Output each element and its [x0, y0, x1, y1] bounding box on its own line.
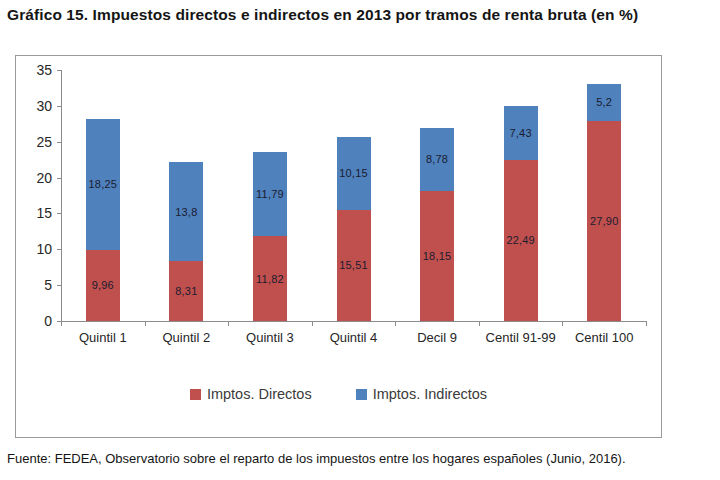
bar-value-label: 8,78: [420, 153, 454, 165]
x-axis-tick: [646, 322, 647, 326]
x-axis-category-label: Quintil 1: [65, 329, 141, 346]
y-axis-tick-label: 20: [16, 171, 52, 185]
x-axis-tick: [479, 322, 480, 326]
y-axis-tick-label: 35: [16, 63, 52, 77]
bar-segment-indirectos: 18,25: [86, 119, 120, 250]
bar-value-label: 22,49: [504, 234, 538, 246]
legend-label: Imptos. Indirectos: [373, 386, 487, 402]
bar-value-label: 27,90: [587, 215, 621, 227]
bar-segment-indirectos: 7,43: [504, 106, 538, 159]
bar-value-label: 8,31: [169, 285, 203, 297]
x-axis-tick: [145, 322, 146, 326]
bar-segment-directos: 27,90: [587, 121, 621, 321]
x-axis-category-label: Centil 100: [566, 329, 642, 346]
bar-segment-directos: 8,31: [169, 261, 203, 321]
bar-segment-directos: 9,96: [86, 250, 120, 321]
bar-segment-directos: 18,15: [420, 191, 454, 321]
y-axis-tick-label: 10: [16, 242, 52, 256]
bar-segment-indirectos: 13,8: [169, 162, 203, 261]
bar-value-label: 18,15: [420, 250, 454, 262]
legend-item-indirectos: Imptos. Indirectos: [356, 386, 487, 402]
legend-label: Imptos. Directos: [207, 386, 312, 402]
chart-title: Gráfico 15. Impuestos directos e indirec…: [7, 6, 715, 24]
bar-value-label: 15,51: [337, 259, 371, 271]
x-axis-tick: [61, 322, 62, 326]
bar-segment-indirectos: 8,78: [420, 128, 454, 191]
bar-value-label: 7,43: [504, 127, 538, 139]
y-axis-tick-label: 30: [16, 99, 52, 113]
y-axis-tick-label: 0: [16, 314, 52, 328]
x-axis-category-label: Quintil 4: [316, 329, 392, 346]
y-axis-tick-label: 15: [16, 206, 52, 220]
bar-segment-directos: 15,51: [337, 210, 371, 321]
x-axis-category-label: Quintil 3: [232, 329, 308, 346]
bar-segment-indirectos: 10,15: [337, 137, 371, 210]
bar-value-label: 10,15: [337, 167, 371, 179]
x-axis-tick: [395, 322, 396, 326]
bar-segment-directos: 22,49: [504, 160, 538, 321]
legend-item-directos: Imptos. Directos: [190, 386, 312, 402]
x-axis-category-label: Quintil 2: [148, 329, 224, 346]
bar-value-label: 5,2: [587, 96, 621, 108]
x-axis-tick: [228, 322, 229, 326]
chart-area: 0 5 10 15 20 25 30 35 9,96 18,25 8,31 13,8 11,82 11,…: [15, 55, 662, 438]
bar-segment-directos: 11,82: [253, 236, 287, 321]
legend: Imptos. Directos Imptos. Indirectos: [16, 386, 661, 402]
source-note: Fuente: FEDEA, Observatorio sobre el rep…: [7, 451, 717, 466]
x-axis-category-label: Decil 9: [399, 329, 475, 346]
x-axis-tick: [312, 322, 313, 326]
y-axis-tick-label: 25: [16, 135, 52, 149]
bar-value-label: 9,96: [86, 279, 120, 291]
x-axis-tick: [562, 322, 563, 326]
legend-swatch-icon: [190, 389, 201, 400]
bar-segment-indirectos: 5,2: [587, 84, 621, 121]
bar-value-label: 11,79: [253, 188, 287, 200]
chart-figure: Gráfico 15. Impuestos directos e indirec…: [0, 0, 720, 480]
x-axis-category-label: Centil 91-99: [483, 329, 559, 346]
bar-value-label: 13,8: [169, 206, 203, 218]
x-axis-line: [61, 321, 647, 322]
bar-value-label: 11,82: [253, 273, 287, 285]
bar-value-label: 18,25: [86, 178, 120, 190]
y-axis-tick-label: 5: [16, 278, 52, 292]
plot-area: 9,96 18,25 8,31 13,8 11,82 11,79 15,51 10,15 18,…: [61, 70, 646, 321]
legend-swatch-icon: [356, 389, 367, 400]
bar-segment-indirectos: 11,79: [253, 152, 287, 237]
